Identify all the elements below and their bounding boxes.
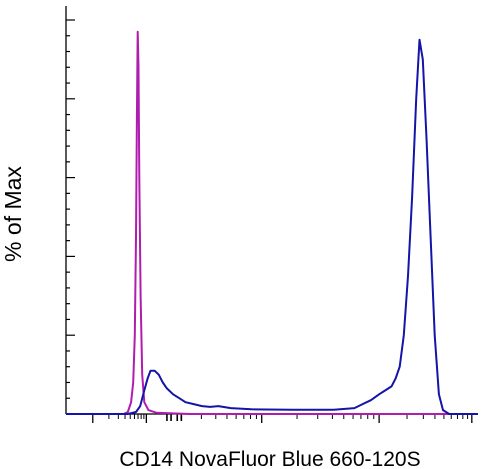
- axes: [65, 6, 478, 423]
- x-axis-label: CD14 NovaFluor Blue 660-120S: [119, 448, 420, 469]
- histogram-line: [66, 30, 478, 415]
- y-axis-label: % of Max: [0, 166, 26, 262]
- histogram-line: [66, 38, 478, 415]
- series-layer: [66, 30, 478, 415]
